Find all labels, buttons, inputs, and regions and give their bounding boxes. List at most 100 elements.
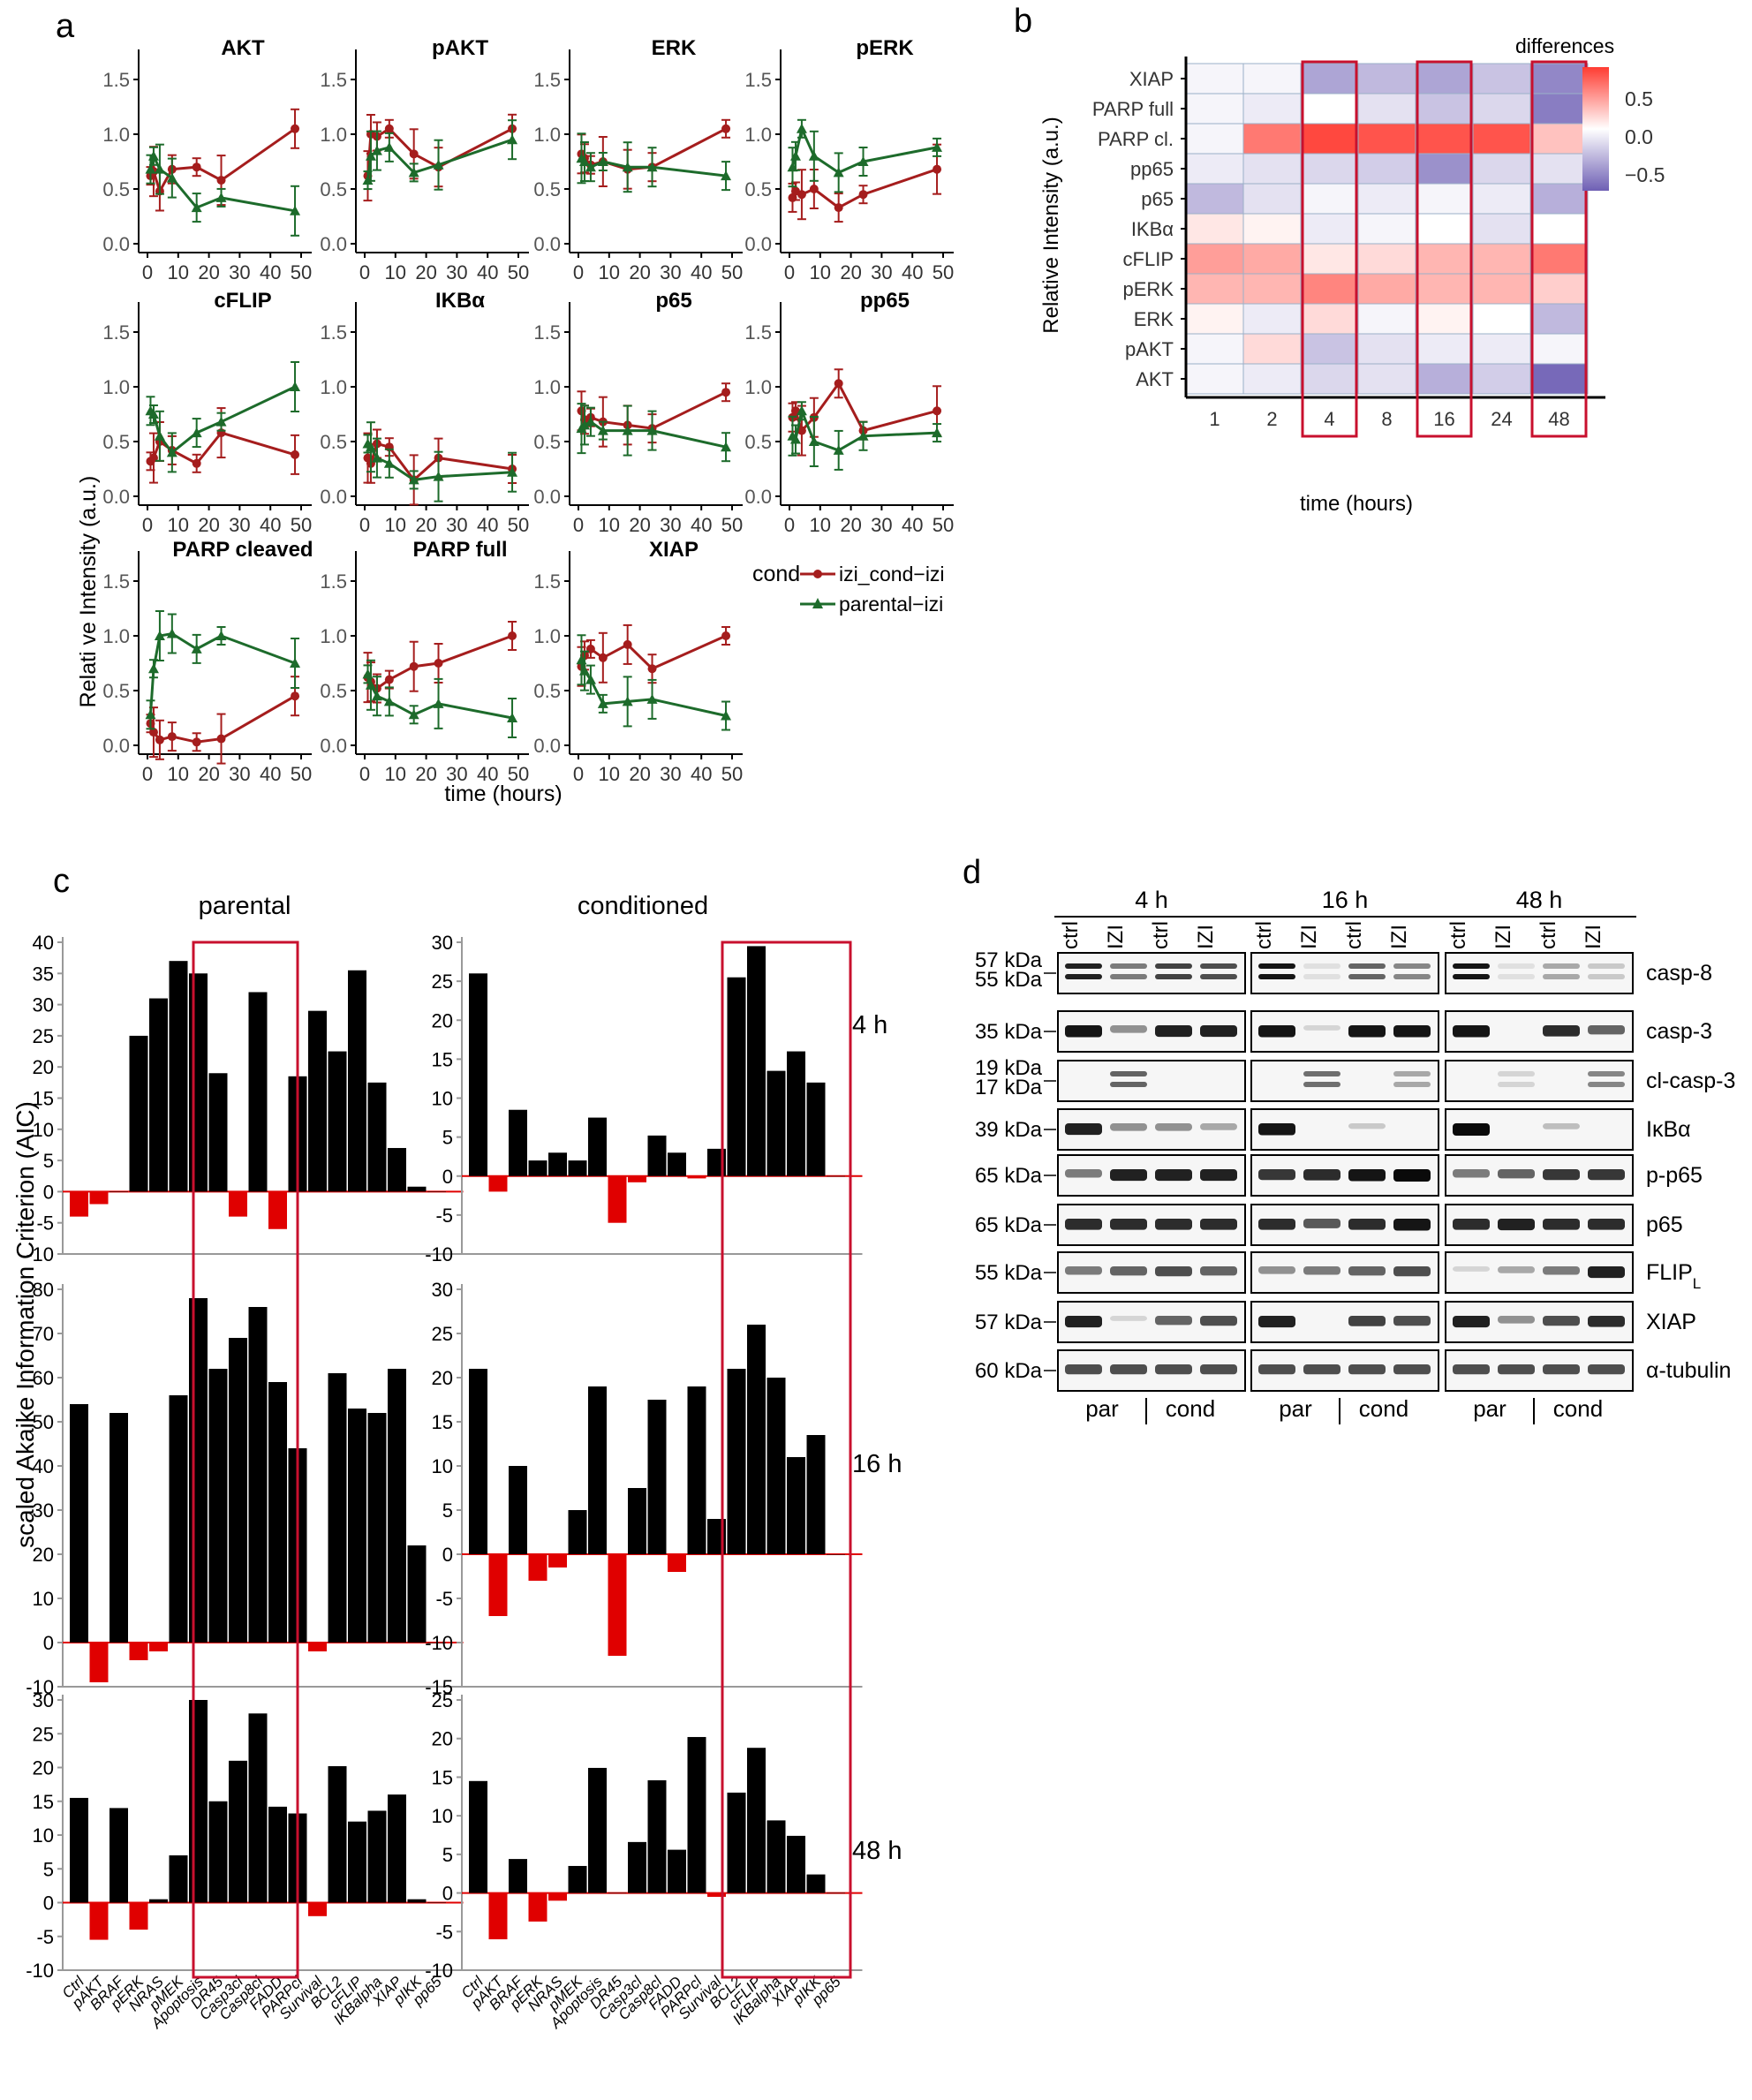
- data-point: [721, 388, 731, 397]
- band: [1498, 1266, 1535, 1273]
- x-tick-label: 20: [629, 261, 650, 283]
- bar-dr45: [208, 1369, 228, 1643]
- x-tick-label: 30: [446, 261, 467, 283]
- x-tick-label: 50: [291, 763, 312, 785]
- band: [1348, 1219, 1386, 1230]
- data-point: [383, 457, 395, 468]
- heatmap-cell: [1300, 243, 1359, 275]
- group-label-par: par: [1085, 1395, 1119, 1422]
- data-point: [433, 471, 444, 481]
- x-tick-label: 40: [691, 514, 712, 536]
- subplot-parental-4h: -10 -5 0 5 10 15 20 25 30 35 40: [26, 932, 464, 1265]
- data-point: [371, 145, 382, 155]
- bar-ikbalpha: [367, 1810, 387, 1903]
- y-tick-label: 15: [33, 1088, 54, 1110]
- band: [1200, 963, 1237, 969]
- x-tick-label: 30: [229, 261, 250, 283]
- heatmap-cell: [1357, 333, 1416, 365]
- heatmap-cell: [1185, 273, 1244, 305]
- y-tick-label: 5: [442, 1844, 453, 1866]
- panel-label-b: b: [1014, 3, 1032, 40]
- heatmap-cell: [1357, 303, 1416, 335]
- y-tick-label: 1.0: [102, 625, 130, 647]
- bar-bcl2: [727, 1792, 746, 1893]
- data-point: [147, 663, 159, 674]
- legend-tick-label: −0.5: [1625, 163, 1665, 186]
- bar-pakt: [488, 1175, 508, 1192]
- band: [1258, 1266, 1295, 1274]
- band: [1200, 1219, 1237, 1230]
- bar-pikk: [806, 1435, 826, 1554]
- legend-marker-cond: [813, 570, 822, 578]
- y-tick-label: 0.5: [533, 431, 561, 453]
- heatmap-col-label: 1: [1209, 408, 1220, 430]
- y-tick-label: -10: [26, 1676, 54, 1698]
- x-tick-label: 30: [229, 514, 250, 536]
- heatmap-cell: [1185, 303, 1244, 335]
- band: [1543, 1169, 1580, 1181]
- data-point: [215, 192, 227, 202]
- data-point: [622, 425, 633, 435]
- heatmap-cell: [1242, 93, 1302, 125]
- y-tick-label: 0.0: [102, 486, 130, 508]
- x-tick-label: 10: [168, 261, 189, 283]
- bar-pakt: [89, 1643, 109, 1682]
- band: [1393, 1025, 1431, 1038]
- bar-xiap: [787, 1457, 805, 1554]
- x-tick-label: 30: [660, 514, 681, 536]
- blot-strip: [1250, 1060, 1439, 1102]
- y-tick-label: 10: [432, 1455, 453, 1477]
- legend-colorbar: [1582, 67, 1609, 191]
- data-point: [154, 430, 165, 441]
- band: [1110, 1071, 1147, 1076]
- y-tick-label: 0.0: [320, 735, 347, 757]
- heatmap-cell: [1357, 273, 1416, 305]
- data-point: [148, 728, 158, 737]
- band: [1393, 963, 1431, 969]
- data-point: [808, 436, 819, 446]
- band: [1393, 974, 1431, 979]
- data-point: [932, 141, 943, 152]
- bar-casp3cl: [229, 1338, 247, 1643]
- heatmap-cell: [1185, 243, 1244, 275]
- heatmap-cell: [1300, 303, 1359, 335]
- band: [1200, 1123, 1237, 1130]
- y-tick-label: -5: [435, 1205, 453, 1227]
- heatmap-cell: [1415, 303, 1474, 335]
- y-tick-label: 15: [33, 1791, 54, 1813]
- y-tick-label: 1.5: [533, 69, 561, 91]
- y-tick-label: -10: [425, 1243, 453, 1265]
- heatmap-cell: [1300, 213, 1359, 245]
- band: [1303, 1266, 1340, 1275]
- band: [1498, 1169, 1535, 1179]
- x-tick-label: 10: [168, 763, 189, 785]
- bar-ikbalpha: [766, 1820, 786, 1893]
- mw-label: 35 kDa: [975, 1020, 1043, 1044]
- heatmap-cell: [1300, 63, 1359, 94]
- heatmap-legend-title: differences: [1515, 34, 1614, 57]
- heatmap-cell: [1242, 303, 1302, 335]
- bar-pikk: [407, 1545, 427, 1643]
- y-tick-label: 0.0: [533, 486, 561, 508]
- band: [1393, 1316, 1431, 1326]
- x-tick-label: 40: [477, 763, 498, 785]
- bar-pmek: [169, 961, 188, 1192]
- bar-fadd: [268, 1806, 287, 1903]
- group-label-cond: cond: [1359, 1395, 1408, 1422]
- bar-perk: [528, 1554, 548, 1581]
- band: [1588, 1266, 1625, 1279]
- heatmap-cell: [1185, 123, 1244, 155]
- panel-a-ylabel: Relati ve Intensity (a.u.): [76, 476, 101, 708]
- heatmap-cell: [1357, 153, 1416, 185]
- bar-parpcl: [687, 1175, 706, 1179]
- band: [1543, 1025, 1580, 1037]
- facet-title: pERK: [856, 36, 914, 60]
- band: [1110, 963, 1147, 969]
- facet-title: PARP full: [412, 538, 507, 562]
- panel-c-ylabel: scaled Akaike Information Criterion (AIC…: [11, 1101, 39, 1548]
- bar-casp8cl: [647, 1400, 667, 1554]
- heatmap-cell: [1472, 63, 1531, 94]
- y-tick-label: 60: [33, 1367, 54, 1389]
- band: [1155, 963, 1192, 969]
- data-point: [154, 163, 165, 174]
